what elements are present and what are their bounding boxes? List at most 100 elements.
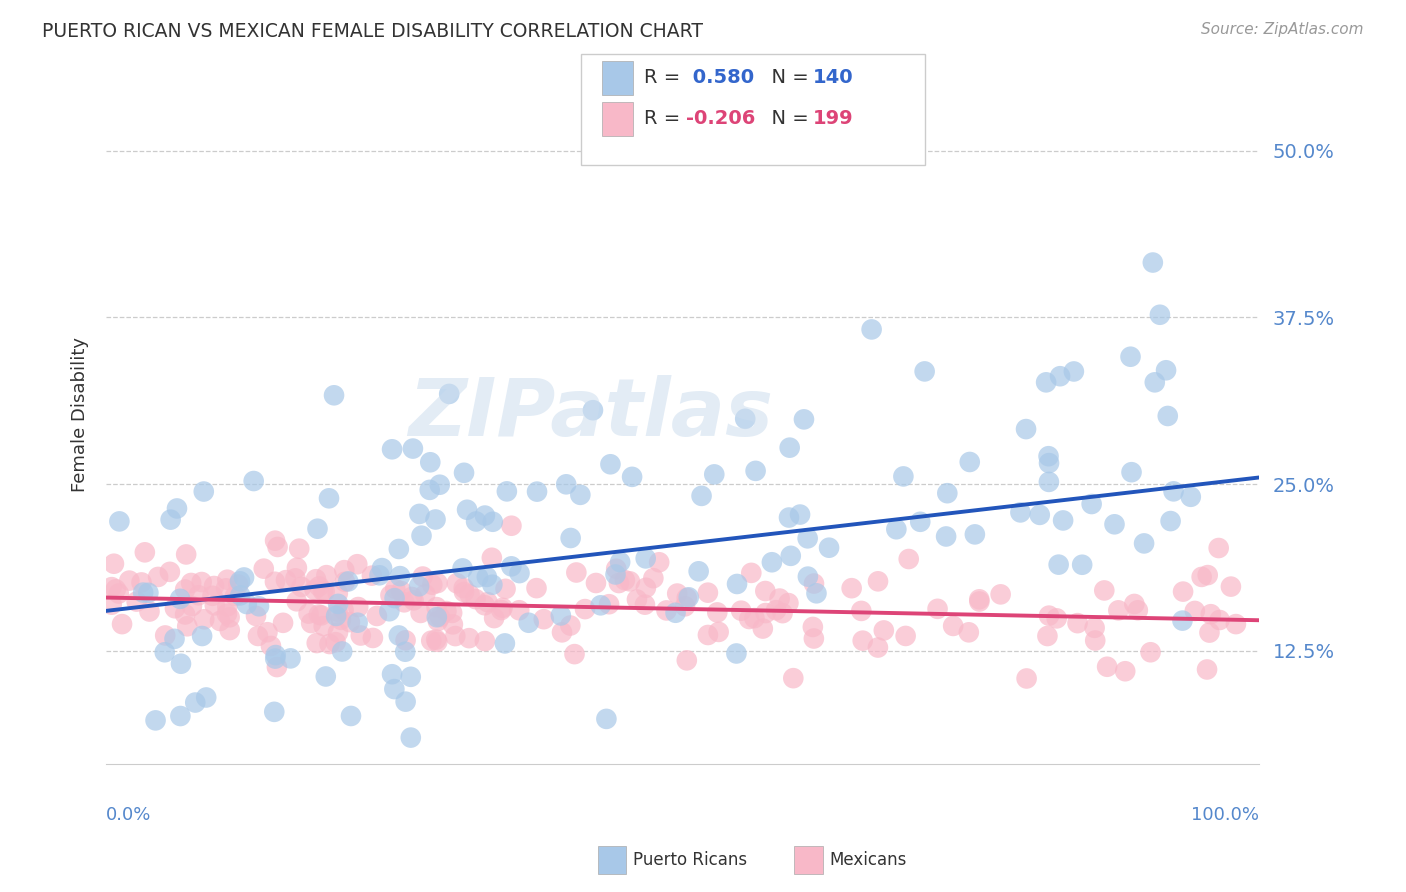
Point: [446, 576, 468, 591]
Point: [325, 635, 347, 649]
Point: [169, 591, 191, 606]
Point: [104, 582, 127, 597]
Point: [778, 596, 800, 610]
Point: [1049, 369, 1071, 384]
Point: [482, 611, 505, 625]
Point: [246, 629, 269, 643]
Point: [599, 457, 621, 471]
Point: [688, 564, 710, 578]
Point: [1046, 611, 1069, 625]
Point: [1195, 663, 1218, 677]
Point: [666, 586, 689, 600]
Point: [551, 625, 574, 640]
Point: [100, 580, 122, 594]
Point: [409, 606, 432, 620]
Point: [208, 614, 231, 628]
Point: [550, 608, 572, 623]
Point: [678, 591, 700, 605]
Point: [284, 571, 307, 585]
Point: [634, 581, 657, 595]
Point: [426, 614, 449, 628]
Point: [860, 322, 883, 336]
Point: [935, 529, 957, 543]
Point: [1160, 514, 1182, 528]
Point: [134, 545, 156, 559]
Point: [744, 611, 766, 625]
Point: [419, 455, 441, 469]
Point: [725, 647, 748, 661]
Point: [253, 562, 276, 576]
Point: [263, 705, 285, 719]
Point: [1114, 665, 1136, 679]
Point: [634, 551, 657, 566]
Point: [174, 607, 197, 622]
Point: [146, 570, 169, 584]
Point: [191, 629, 214, 643]
Point: [285, 561, 308, 575]
Point: [312, 619, 335, 633]
Point: [803, 632, 825, 646]
Point: [174, 582, 197, 597]
Point: [325, 609, 347, 624]
Point: [340, 709, 363, 723]
Point: [453, 466, 475, 480]
Text: ZIPatlas: ZIPatlas: [408, 376, 773, 453]
Point: [1219, 580, 1241, 594]
Point: [605, 562, 627, 576]
Point: [347, 600, 370, 615]
Point: [381, 442, 404, 457]
Point: [464, 592, 486, 607]
Point: [193, 612, 215, 626]
Point: [202, 579, 225, 593]
Text: Source: ZipAtlas.com: Source: ZipAtlas.com: [1201, 22, 1364, 37]
Point: [755, 606, 778, 620]
Point: [560, 531, 582, 545]
Point: [801, 620, 824, 634]
Point: [1080, 497, 1102, 511]
Point: [155, 628, 177, 642]
Point: [648, 555, 671, 569]
Point: [897, 552, 920, 566]
Point: [426, 634, 449, 648]
Point: [1197, 568, 1219, 582]
Point: [1104, 517, 1126, 532]
Point: [1038, 456, 1060, 470]
Point: [305, 636, 328, 650]
Point: [256, 625, 278, 640]
Point: [299, 615, 322, 630]
Point: [793, 412, 815, 426]
Point: [318, 491, 340, 506]
Point: [346, 615, 368, 630]
Point: [371, 561, 394, 575]
Point: [772, 606, 794, 620]
Point: [569, 488, 592, 502]
Point: [1198, 625, 1220, 640]
Point: [779, 441, 801, 455]
Point: [501, 559, 523, 574]
Point: [1084, 621, 1107, 635]
Y-axis label: Female Disability: Female Disability: [72, 336, 89, 491]
Point: [229, 574, 252, 589]
Point: [323, 388, 346, 402]
Point: [388, 541, 411, 556]
Point: [752, 622, 775, 636]
Point: [496, 484, 519, 499]
Point: [517, 615, 540, 630]
Point: [779, 549, 801, 563]
Point: [394, 633, 416, 648]
Point: [494, 636, 516, 650]
Point: [159, 513, 181, 527]
Point: [441, 606, 464, 620]
Point: [803, 576, 825, 591]
Point: [893, 469, 915, 483]
Point: [103, 557, 125, 571]
Point: [491, 603, 513, 617]
Point: [533, 612, 555, 626]
Point: [481, 578, 503, 592]
Point: [873, 624, 896, 638]
Point: [401, 590, 423, 604]
Point: [425, 632, 447, 647]
Point: [1052, 513, 1074, 527]
Point: [402, 442, 425, 456]
Point: [1095, 659, 1118, 673]
